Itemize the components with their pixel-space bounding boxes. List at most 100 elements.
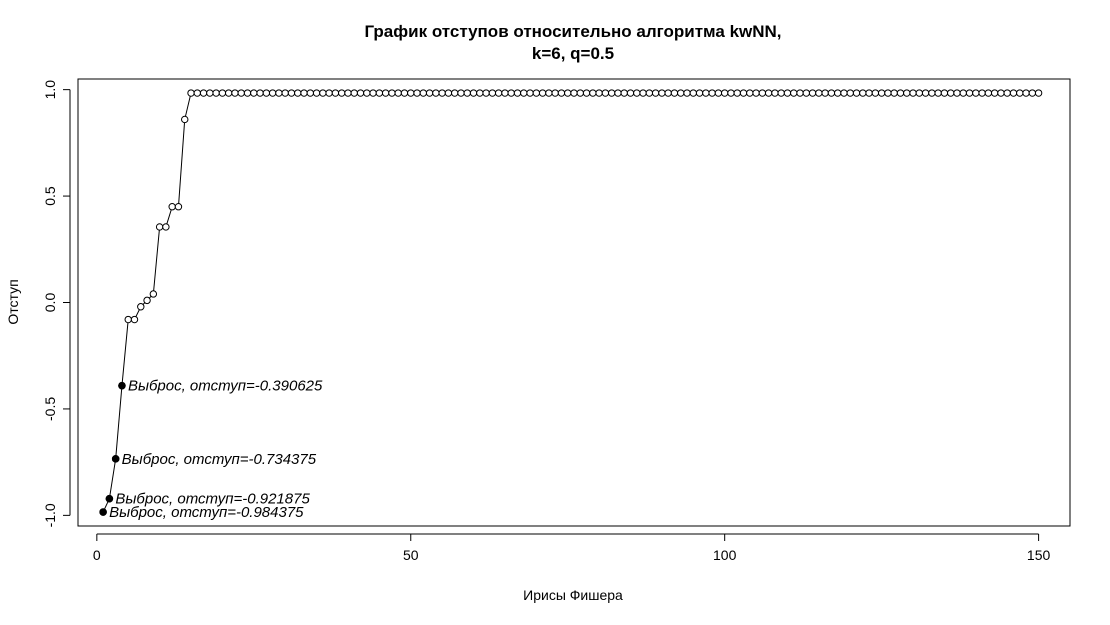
data-point xyxy=(375,89,384,97)
chart-title: График отступов относительно алгоритма k… xyxy=(364,22,781,63)
data-point xyxy=(394,89,402,97)
data-point xyxy=(589,89,597,97)
data-point xyxy=(645,89,654,97)
data-point xyxy=(344,89,352,97)
data-point xyxy=(790,89,798,97)
data-point xyxy=(890,89,898,97)
data-point xyxy=(582,89,591,97)
data-point xyxy=(626,89,635,97)
data-point xyxy=(350,89,358,97)
plot-frame xyxy=(77,78,1071,527)
data-point xyxy=(884,89,892,97)
data-point xyxy=(840,89,848,97)
data-point xyxy=(771,89,779,97)
data-point xyxy=(689,89,697,97)
data-point xyxy=(413,89,421,97)
outlier-points xyxy=(99,381,126,516)
y-tick-label: -0.5 xyxy=(42,397,58,421)
data-point xyxy=(802,89,811,97)
data-point xyxy=(595,89,603,97)
data-point xyxy=(564,89,572,97)
data-point xyxy=(363,89,371,97)
data-point xyxy=(501,89,509,97)
data-point xyxy=(124,315,132,324)
data-point xyxy=(796,89,804,97)
data-point xyxy=(670,89,679,97)
chart-title-line-2: k=6, q=0.5 xyxy=(532,44,614,63)
data-point xyxy=(852,89,861,97)
x-axis: 0 50 100 150 xyxy=(93,533,1051,563)
data-point xyxy=(978,89,986,97)
data-point xyxy=(965,89,974,97)
data-point xyxy=(218,89,227,97)
data-point xyxy=(199,89,208,97)
data-point xyxy=(444,89,453,97)
data-point xyxy=(312,89,321,97)
data-point xyxy=(708,89,716,97)
data-point xyxy=(388,89,396,97)
data-point xyxy=(909,89,917,97)
data-point xyxy=(162,223,170,231)
data-point xyxy=(281,89,289,97)
data-point xyxy=(369,89,377,97)
data-point xyxy=(871,89,880,97)
data-point xyxy=(695,89,704,97)
data-point xyxy=(651,89,660,97)
data-point xyxy=(482,89,490,97)
data-point xyxy=(507,89,515,97)
data-point xyxy=(639,89,647,97)
data-point xyxy=(137,303,145,311)
data-point xyxy=(783,89,792,97)
data-point xyxy=(915,89,924,97)
data-point xyxy=(545,89,553,97)
data-point xyxy=(997,89,1005,97)
data-point xyxy=(620,89,628,97)
data-point xyxy=(432,89,440,97)
data-point xyxy=(532,89,541,97)
data-point xyxy=(237,89,245,97)
data-point xyxy=(494,89,503,97)
data-point xyxy=(846,89,854,97)
data-point xyxy=(777,89,785,97)
x-tick-label: 100 xyxy=(713,547,737,563)
data-point xyxy=(739,89,748,97)
outlier-point xyxy=(99,508,107,516)
data-point xyxy=(356,89,365,97)
data-point xyxy=(469,89,478,97)
outlier-label: Выброс, отступ=-0.984375 xyxy=(109,504,304,521)
data-point xyxy=(143,296,151,305)
data-point xyxy=(658,89,666,97)
x-tick-label: 150 xyxy=(1027,547,1051,563)
data-point xyxy=(287,89,296,97)
series-line xyxy=(102,92,1039,513)
data-point xyxy=(425,89,434,97)
data-point xyxy=(193,89,201,97)
outlier-label: Выброс, отступ=-0.390625 xyxy=(128,378,323,395)
data-point xyxy=(746,89,754,97)
y-axis-label: Отступ xyxy=(5,279,21,324)
data-point xyxy=(764,89,773,97)
data-point xyxy=(815,89,823,97)
y-tick-label: -1.0 xyxy=(42,503,58,527)
data-point xyxy=(168,203,176,211)
x-axis-label: Ирисы Фишера xyxy=(523,587,623,603)
data-point xyxy=(1009,89,1018,97)
outlier-label: Выброс, отступ=-0.921875 xyxy=(115,491,310,508)
data-point xyxy=(463,89,471,97)
data-point xyxy=(174,203,183,211)
data-point xyxy=(231,89,239,97)
y-axis: -1.0 -0.5 0.0 0.5 1.0 xyxy=(42,80,71,527)
data-point xyxy=(451,89,459,97)
data-point xyxy=(538,89,547,97)
data-point xyxy=(337,89,346,97)
data-point xyxy=(300,89,308,97)
x-tick-label: 50 xyxy=(403,547,419,563)
data-point xyxy=(400,89,409,97)
data-point xyxy=(896,89,905,97)
data-point xyxy=(714,89,723,97)
data-point xyxy=(476,89,484,97)
data-point xyxy=(921,89,930,97)
data-point xyxy=(243,89,252,97)
data-point xyxy=(275,89,283,97)
